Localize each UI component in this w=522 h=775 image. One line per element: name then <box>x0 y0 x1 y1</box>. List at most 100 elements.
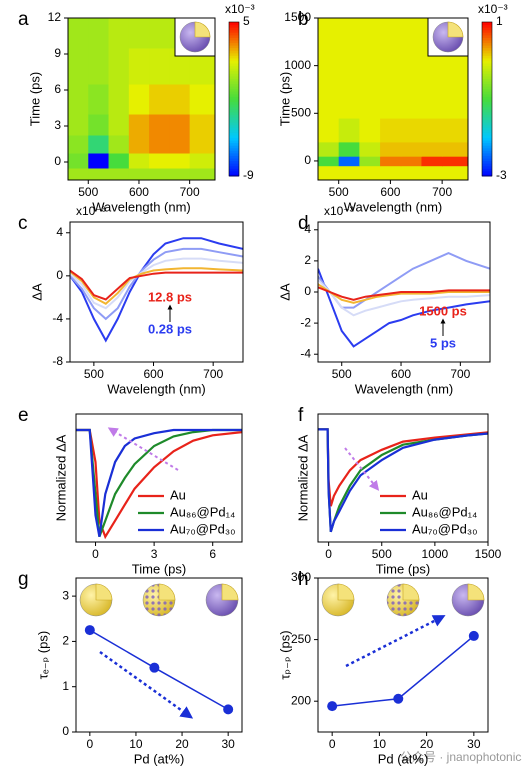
heat-cell <box>400 89 422 119</box>
y-axis-label: ΔA <box>277 283 292 301</box>
y-unit: x10⁻³ <box>324 204 354 218</box>
colorbar-step <box>229 109 239 113</box>
sphere-cut <box>402 583 420 601</box>
colorbar-step <box>229 39 239 44</box>
y-tick-label: -2 <box>300 315 311 329</box>
x-tick-label: 600 <box>129 185 149 199</box>
heat-cell <box>169 168 191 180</box>
heat-cell <box>421 118 443 143</box>
heat-cell <box>338 18 360 57</box>
heat-cell <box>400 165 422 180</box>
colorbar-step <box>229 70 239 74</box>
heat-cell <box>128 135 150 154</box>
heat-cell <box>108 48 130 85</box>
colorbar-step <box>229 116 239 121</box>
heat-cell <box>359 18 381 57</box>
heat-cell <box>68 18 89 49</box>
colorbar-step <box>229 114 239 118</box>
heat-cell <box>318 165 340 180</box>
colorbar-step <box>229 96 239 100</box>
colorbar-step <box>229 147 239 151</box>
heat-cell <box>359 141 381 157</box>
colorbar-step <box>482 52 492 56</box>
nanoparticle-icon <box>321 583 355 617</box>
panel-letter: h <box>298 569 309 590</box>
x-tick-label: 0 <box>92 547 99 561</box>
colorbar-step <box>482 65 492 69</box>
watermark: 公众号 · jnanophotonics <box>400 750 522 764</box>
heat-cell <box>359 89 381 119</box>
x-tick-label: 700 <box>432 185 452 199</box>
nanoparticle-icon <box>432 21 464 53</box>
heat-cell <box>108 18 130 49</box>
colorbar-step <box>229 137 239 141</box>
heat-cell <box>68 153 89 169</box>
colorbar-step <box>482 119 492 123</box>
series-line <box>318 428 488 507</box>
colorbar-step <box>229 68 239 72</box>
plot-area <box>318 252 490 348</box>
heat-cell <box>149 114 170 136</box>
colorbar-step <box>229 24 239 28</box>
heat-cell <box>128 84 150 115</box>
colorbar-step <box>229 27 239 31</box>
heat-cell <box>128 168 150 180</box>
heat-cell <box>189 135 215 154</box>
colorbar-step <box>482 88 492 92</box>
colorbar-step <box>482 106 492 110</box>
y-axis-label: ΔA <box>29 283 44 301</box>
x-tick-label: 10 <box>373 737 387 751</box>
x-tick-label: 500 <box>78 185 98 199</box>
y-unit: x10⁻³ <box>76 204 106 218</box>
colorbar-step <box>482 134 492 138</box>
y-tick-label: 2 <box>304 253 311 267</box>
x-axis-label: Wavelength (nm) <box>355 381 454 396</box>
heat-cell <box>359 165 381 180</box>
panel-letter: a <box>18 9 29 30</box>
heat-cell <box>149 48 170 85</box>
heat-cell <box>400 156 422 167</box>
x-tick-label: 3 <box>151 547 158 561</box>
point <box>468 630 479 641</box>
annotation: 1500 ps <box>419 303 467 318</box>
heat-cell <box>68 114 89 136</box>
colorbar-step <box>229 119 239 123</box>
y-axis-label: τₚ₋ₚ (ps) <box>277 630 292 679</box>
heat-cell <box>380 141 402 157</box>
series-line <box>318 428 488 533</box>
colorbar-step <box>482 34 492 38</box>
colorbar-step <box>482 142 492 146</box>
colorbar-step <box>482 114 492 118</box>
y-tick-label: -8 <box>52 354 63 368</box>
x-tick-label: 20 <box>420 737 434 751</box>
colorbar-step <box>229 132 239 136</box>
nanoparticle-icon <box>205 583 239 617</box>
series-line <box>70 257 243 310</box>
heat-cell <box>318 18 340 57</box>
x-tick-label: 500 <box>84 367 104 381</box>
colorbar-step <box>482 22 492 26</box>
axes-frame <box>317 413 489 543</box>
x-tick-label: 600 <box>391 367 411 381</box>
legend-label: Au₈₆@Pd₁₄ <box>170 504 235 519</box>
colorbar-step <box>482 29 492 33</box>
colorbar-step <box>482 137 492 141</box>
heat-cell <box>359 156 381 167</box>
panel-letter: d <box>298 213 309 234</box>
y-tick-label: 0 <box>56 268 63 282</box>
trend-arrow <box>99 650 194 719</box>
plot-area <box>318 18 468 180</box>
y-tick-label: 0 <box>62 724 69 738</box>
axes-frame <box>317 577 489 733</box>
colorbar-step <box>482 63 492 67</box>
x-axis-label: Wavelength (nm) <box>92 199 191 214</box>
colorbar-step <box>229 134 239 138</box>
heat-cell <box>442 118 468 143</box>
colorbar-step <box>229 91 239 95</box>
y-tick-label: 500 <box>291 105 311 119</box>
sphere-cut <box>337 583 355 601</box>
heat-cell <box>359 118 381 143</box>
colorbar-step <box>482 109 492 113</box>
legend-label: Au₇₀@Pd₃₀ <box>412 521 478 536</box>
heat-cell <box>149 84 170 115</box>
